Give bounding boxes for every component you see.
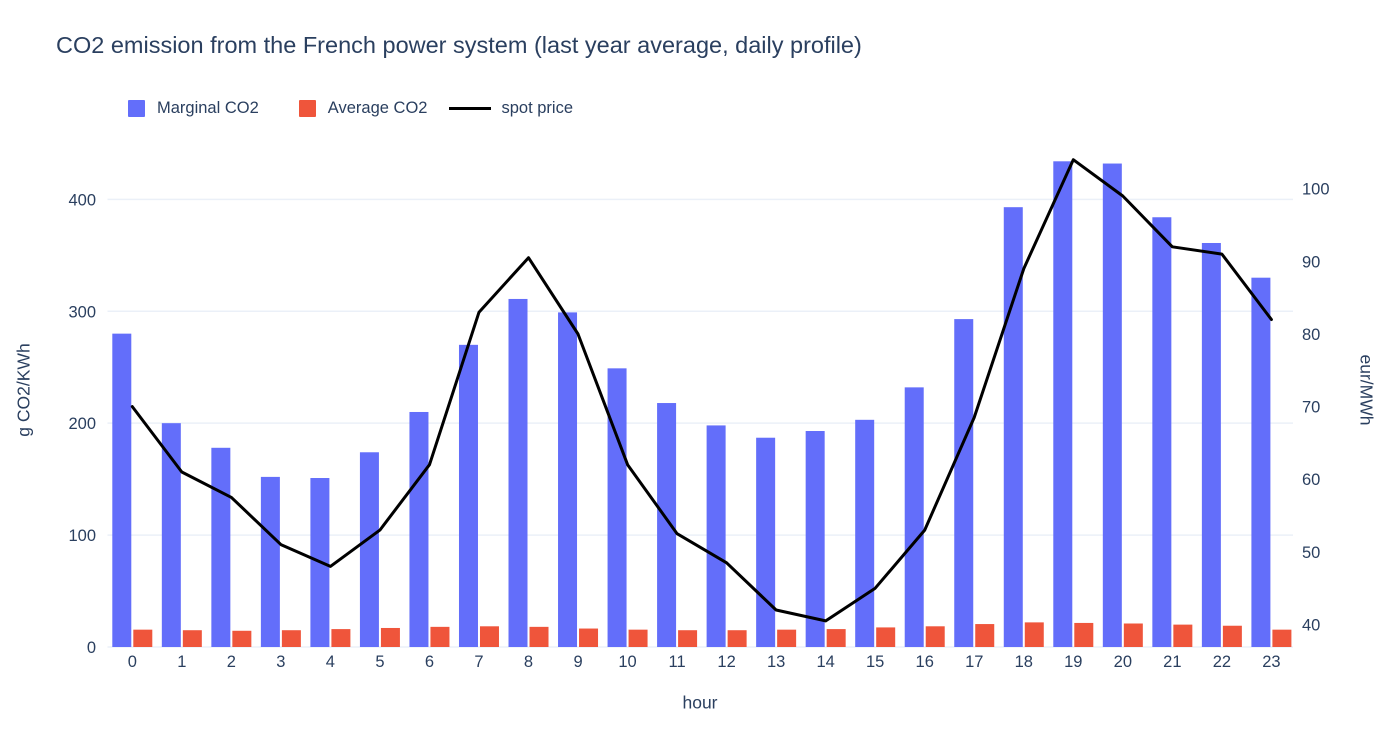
x-tick-label-18: 18 — [1015, 653, 1033, 671]
bar-marginal-co2-h16 — [904, 387, 924, 647]
y-left-tick-label-400: 400 — [68, 191, 96, 209]
spot-price-line-sample-icon — [449, 107, 492, 110]
x-tick-label-14: 14 — [816, 653, 834, 671]
bar-average-co2-h23 — [1272, 629, 1292, 647]
bar-average-co2-h6 — [430, 626, 450, 647]
bar-marginal-co2-h17 — [954, 319, 974, 647]
x-tick-label-6: 6 — [425, 653, 434, 671]
x-tick-label-20: 20 — [1114, 653, 1132, 671]
bar-marginal-co2-h0 — [112, 333, 132, 647]
legend-label-marginal-co2: Marginal CO2 — [157, 99, 259, 117]
bar-average-co2-h2 — [232, 630, 252, 647]
bar-average-co2-h8 — [529, 626, 549, 647]
bar-marginal-co2-h12 — [706, 425, 726, 647]
legend: Marginal CO2 Average CO2 spot price — [128, 99, 573, 118]
bar-average-co2-h16 — [925, 626, 945, 647]
x-tick-label-23: 23 — [1262, 653, 1280, 671]
bar-marginal-co2-h19 — [1053, 161, 1073, 648]
y-left-tick-label-0: 0 — [87, 639, 96, 657]
x-tick-label-22: 22 — [1213, 653, 1231, 671]
average-co2-swatch-icon — [298, 100, 316, 117]
x-axis-title: hour — [682, 692, 718, 713]
bar-average-co2-h12 — [727, 630, 747, 647]
bar-marginal-co2-h20 — [1102, 163, 1122, 647]
bar-marginal-co2-h23 — [1251, 277, 1271, 647]
bar-marginal-co2-h6 — [409, 411, 429, 647]
x-tick-label-8: 8 — [524, 653, 533, 671]
x-tick-label-16: 16 — [916, 653, 934, 671]
y-right-tick-label-80: 80 — [1302, 326, 1320, 344]
y-left-tick-label-100: 100 — [68, 527, 96, 545]
y-left-tick-label-200: 200 — [68, 415, 96, 433]
y-right-tick-label-70: 70 — [1302, 399, 1320, 417]
bar-marginal-co2-h14 — [805, 431, 825, 647]
y-right-tick-label-90: 90 — [1302, 253, 1320, 271]
bar-average-co2-h14 — [826, 629, 846, 647]
x-tick-label-15: 15 — [866, 653, 884, 671]
x-tick-label-12: 12 — [717, 653, 735, 671]
x-tick-label-2: 2 — [227, 653, 236, 671]
bar-average-co2-h1 — [182, 630, 202, 647]
x-tick-label-13: 13 — [767, 653, 785, 671]
x-tick-label-0: 0 — [128, 653, 137, 671]
bar-average-co2-h13 — [777, 629, 797, 647]
bar-average-co2-h22 — [1222, 625, 1242, 647]
marginal-co2-swatch-icon — [128, 100, 145, 117]
bar-marginal-co2-h5 — [359, 452, 379, 647]
bar-average-co2-h20 — [1123, 623, 1143, 647]
bar-average-co2-h18 — [1024, 622, 1044, 647]
x-tick-label-19: 19 — [1064, 653, 1082, 671]
bar-average-co2-h15 — [876, 627, 896, 647]
legend-label-spot-price: spot price — [501, 99, 574, 117]
bar-average-co2-h19 — [1074, 622, 1094, 647]
x-tick-label-10: 10 — [618, 653, 636, 671]
bar-marginal-co2-h22 — [1201, 242, 1221, 647]
y-right-tick-label-100: 100 — [1302, 181, 1330, 199]
bar-marginal-co2-h18 — [1003, 207, 1023, 648]
legend-label-average-co2: Average CO2 — [327, 99, 428, 117]
x-tick-label-17: 17 — [965, 653, 983, 671]
bar-marginal-co2-h8 — [508, 298, 528, 647]
bar-average-co2-h9 — [579, 628, 599, 647]
bar-average-co2-h4 — [331, 629, 351, 647]
x-tick-label-9: 9 — [573, 653, 582, 671]
bar-marginal-co2-h13 — [756, 437, 776, 647]
x-tick-label-7: 7 — [474, 653, 483, 671]
bar-average-co2-h11 — [678, 630, 698, 647]
bar-marginal-co2-h7 — [458, 344, 478, 647]
chart-title: CO2 emission from the French power syste… — [56, 32, 862, 58]
bar-average-co2-h0 — [133, 629, 153, 647]
bar-marginal-co2-h10 — [607, 368, 627, 647]
bar-average-co2-h5 — [380, 627, 400, 647]
x-tick-label-4: 4 — [326, 653, 335, 671]
bar-marginal-co2-h9 — [558, 312, 578, 647]
y-right-tick-label-50: 50 — [1302, 544, 1320, 562]
bar-marginal-co2-h15 — [855, 419, 875, 647]
y-left-tick-label-300: 300 — [68, 303, 96, 321]
legend-item-average-co2[interactable]: Average CO2 — [298, 99, 428, 118]
bar-average-co2-h7 — [479, 626, 499, 647]
x-tick-label-21: 21 — [1163, 653, 1181, 671]
bar-marginal-co2-h11 — [657, 403, 677, 647]
bar-average-co2-h17 — [975, 624, 995, 647]
bar-marginal-co2-h21 — [1152, 217, 1172, 647]
bar-average-co2-h10 — [628, 629, 648, 647]
legend-item-marginal-co2[interactable]: Marginal CO2 — [128, 99, 259, 118]
y-right-tick-label-40: 40 — [1302, 616, 1320, 634]
bar-marginal-co2-h1 — [161, 423, 181, 647]
legend-item-spot-price[interactable]: spot price — [449, 99, 573, 118]
y-right-tick-label-60: 60 — [1302, 471, 1320, 489]
bar-marginal-co2-h3 — [260, 476, 280, 647]
x-tick-label-5: 5 — [375, 653, 384, 671]
bar-average-co2-h21 — [1173, 624, 1193, 647]
spot-price-line — [130, 158, 1273, 623]
x-tick-label-1: 1 — [177, 653, 186, 671]
x-tick-label-3: 3 — [276, 653, 285, 671]
x-tick-label-11: 11 — [669, 653, 686, 671]
bar-average-co2-h3 — [281, 630, 301, 647]
bar-marginal-co2-h2 — [211, 447, 231, 647]
